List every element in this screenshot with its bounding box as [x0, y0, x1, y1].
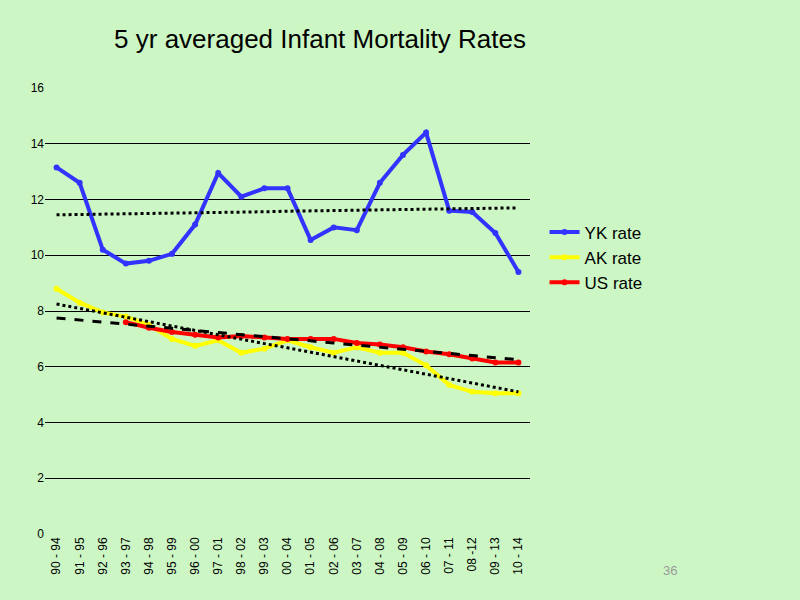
svg-text:01 - 05: 01 - 05: [304, 537, 318, 575]
svg-text:4: 4: [37, 416, 44, 430]
svg-text:94 - 98: 94 - 98: [142, 537, 156, 575]
svg-text:10 - 14: 10 - 14: [511, 537, 525, 575]
svg-text:02 - 06: 02 - 06: [327, 537, 341, 575]
svg-text:2: 2: [37, 471, 44, 485]
svg-text:00 - 04: 00 - 04: [280, 537, 294, 575]
svg-text:10: 10: [31, 248, 45, 262]
svg-text:97 - 01: 97 - 01: [211, 537, 225, 575]
svg-text:8: 8: [37, 304, 44, 318]
svg-text:YK rate: YK rate: [585, 224, 642, 243]
svg-text:US rate: US rate: [585, 274, 643, 293]
svg-text:92 - 96: 92 - 96: [96, 537, 110, 575]
svg-text:0: 0: [37, 527, 44, 541]
svg-text:05 - 09: 05 - 09: [396, 537, 410, 575]
svg-text:36: 36: [663, 563, 677, 578]
svg-text:12: 12: [31, 193, 45, 207]
svg-text:07 - 11: 07 - 11: [442, 537, 456, 574]
svg-text:98 - 02: 98 - 02: [234, 537, 248, 575]
svg-text:04 - 08: 04 - 08: [373, 537, 387, 575]
svg-text:6: 6: [37, 360, 44, 374]
svg-text:16: 16: [31, 81, 45, 95]
svg-text:14: 14: [31, 137, 45, 151]
svg-text:08 -12: 08 -12: [465, 537, 479, 571]
svg-text:09 - 13: 09 - 13: [488, 537, 502, 575]
svg-text:96 - 00: 96 - 00: [188, 537, 202, 575]
svg-text:91 - 95: 91 - 95: [73, 537, 87, 575]
svg-text:99 - 03: 99 - 03: [257, 537, 271, 575]
svg-text:AK rate: AK rate: [585, 249, 642, 268]
svg-text:5 yr averaged Infant Mortality: 5 yr averaged Infant Mortality Rates: [114, 24, 526, 54]
svg-text:93 - 97: 93 - 97: [119, 537, 133, 575]
svg-text:95 - 99: 95 - 99: [165, 537, 179, 575]
svg-text:06 - 10: 06 - 10: [419, 537, 433, 575]
svg-text:90 - 94: 90 - 94: [49, 537, 63, 575]
svg-text:03 - 07: 03 - 07: [350, 537, 364, 575]
